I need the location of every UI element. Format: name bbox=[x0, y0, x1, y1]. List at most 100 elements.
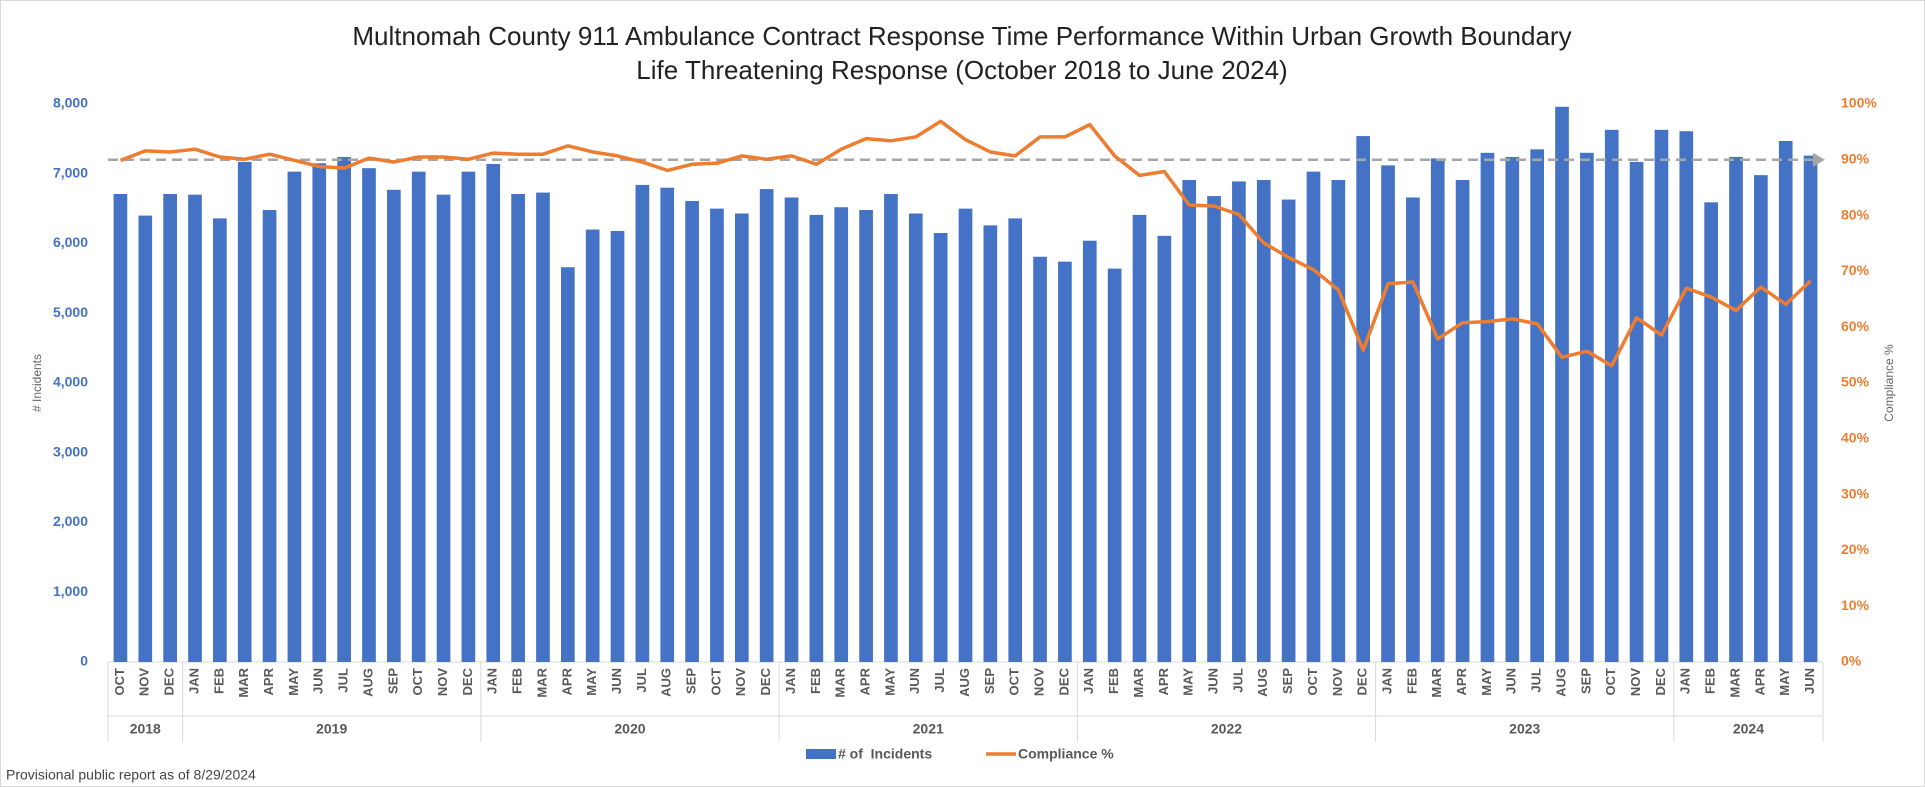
bar bbox=[461, 171, 476, 662]
bar bbox=[560, 267, 575, 662]
y-tick-label: 5,000 bbox=[53, 304, 88, 320]
x-group-label: 2021 bbox=[913, 721, 944, 737]
bar bbox=[809, 214, 824, 662]
x-group-label: 2022 bbox=[1211, 721, 1242, 737]
y-tick-label: 2,000 bbox=[53, 513, 88, 529]
bar bbox=[859, 210, 873, 662]
bar bbox=[362, 168, 376, 663]
bar bbox=[1356, 136, 1371, 662]
x-tick-label: APR bbox=[1752, 667, 1767, 695]
x-tick-label: MAY bbox=[1479, 668, 1494, 696]
x-tick-label: SEP bbox=[1280, 668, 1295, 694]
y2-tick-label: 70% bbox=[1841, 262, 1870, 278]
y2-tick-label: 30% bbox=[1841, 485, 1870, 501]
x-tick-label: JAN bbox=[186, 668, 201, 694]
bar bbox=[635, 184, 650, 662]
y2-tick-label: 90% bbox=[1841, 151, 1870, 167]
y-tick-label: 8,000 bbox=[53, 95, 88, 111]
x-tick-label: MAY bbox=[1181, 668, 1196, 696]
x-group-label: 2024 bbox=[1733, 721, 1764, 737]
x-tick-label: OCT bbox=[1305, 668, 1320, 696]
y-tick-label: 0 bbox=[80, 653, 88, 669]
x-tick-label: JAN bbox=[485, 668, 500, 694]
bar bbox=[585, 229, 600, 663]
x-tick-label: NOV bbox=[1628, 668, 1643, 697]
chart-subtitle: Life Threatening Response (October 2018 … bbox=[636, 55, 1287, 85]
y-axis-title: # Incidents bbox=[30, 354, 44, 412]
x-tick-label: NOV bbox=[1032, 668, 1047, 697]
bar bbox=[213, 218, 227, 662]
x-tick-label: APR bbox=[1454, 667, 1469, 695]
bar bbox=[113, 193, 128, 663]
bar bbox=[660, 187, 675, 662]
bar bbox=[1232, 181, 1246, 663]
x-tick-label: AUG bbox=[1255, 668, 1270, 697]
bar bbox=[1430, 158, 1445, 662]
bar bbox=[188, 194, 202, 663]
x-tick-label: JUL bbox=[336, 668, 351, 693]
bar bbox=[436, 194, 451, 663]
y2-tick-label: 60% bbox=[1841, 318, 1870, 334]
bar bbox=[411, 171, 426, 662]
x-tick-label: OCT bbox=[708, 668, 723, 696]
x-tick-label: JAN bbox=[1678, 668, 1693, 694]
x-tick-label: OCT bbox=[410, 668, 425, 696]
bar bbox=[884, 193, 898, 663]
x-tick-label: NOV bbox=[137, 668, 152, 697]
x-tick-label: SEP bbox=[982, 668, 997, 694]
x-tick-label: MAY bbox=[882, 668, 897, 696]
legend-label: # of Incidents bbox=[838, 746, 932, 762]
x-group-label: 2023 bbox=[1509, 721, 1540, 737]
bar bbox=[1778, 140, 1793, 662]
bar bbox=[1455, 180, 1470, 662]
x-tick-label: MAR bbox=[534, 667, 549, 697]
x-tick-label: AUG bbox=[957, 668, 972, 697]
x-tick-label: MAY bbox=[1777, 668, 1792, 696]
y2-tick-label: 20% bbox=[1841, 541, 1870, 557]
x-tick-label: JUN bbox=[609, 668, 624, 694]
x-tick-label: APR bbox=[261, 667, 276, 695]
bar bbox=[1480, 152, 1495, 662]
bar bbox=[1182, 180, 1197, 662]
chart-title: Multnomah County 911 Ambulance Contract … bbox=[352, 21, 1571, 51]
bar bbox=[1604, 129, 1619, 662]
x-tick-label: MAR bbox=[236, 667, 251, 697]
x-tick-label: MAY bbox=[286, 668, 301, 696]
bar bbox=[1306, 171, 1321, 662]
x-tick-label: AUG bbox=[1553, 668, 1568, 697]
x-tick-label: FEB bbox=[1106, 668, 1121, 694]
bar bbox=[337, 157, 351, 662]
bar bbox=[1157, 235, 1172, 662]
bar bbox=[710, 208, 724, 662]
x-tick-label: OCT bbox=[1603, 668, 1618, 696]
bar bbox=[958, 208, 973, 662]
x-tick-label: JAN bbox=[1081, 668, 1096, 694]
bar bbox=[1629, 161, 1644, 662]
bar bbox=[1406, 197, 1420, 662]
x-tick-label: SEP bbox=[1578, 668, 1593, 694]
bar bbox=[1331, 180, 1346, 662]
y2-tick-label: 50% bbox=[1841, 374, 1870, 390]
bar bbox=[734, 213, 749, 662]
bar bbox=[1132, 214, 1147, 662]
x-tick-label: JAN bbox=[1379, 668, 1394, 694]
bar bbox=[1555, 106, 1569, 663]
bar bbox=[386, 189, 401, 663]
bar bbox=[1530, 149, 1545, 662]
legend-swatch bbox=[806, 749, 836, 759]
bar bbox=[908, 213, 923, 662]
x-tick-label: DEC bbox=[1653, 667, 1668, 695]
x-tick-label: JUN bbox=[907, 668, 922, 694]
y-tick-label: 1,000 bbox=[53, 583, 88, 599]
bar bbox=[138, 215, 153, 662]
bar bbox=[1207, 196, 1221, 662]
x-tick-label: NOV bbox=[733, 668, 748, 697]
bar bbox=[1754, 175, 1768, 662]
y2-axis-title: Compliance % bbox=[1882, 344, 1896, 422]
x-tick-label: FEB bbox=[1404, 668, 1419, 694]
x-tick-label: MAY bbox=[584, 668, 599, 696]
x-tick-label: DEC bbox=[162, 667, 177, 695]
x-tick-label: AUG bbox=[659, 668, 674, 697]
bar bbox=[1679, 131, 1694, 662]
